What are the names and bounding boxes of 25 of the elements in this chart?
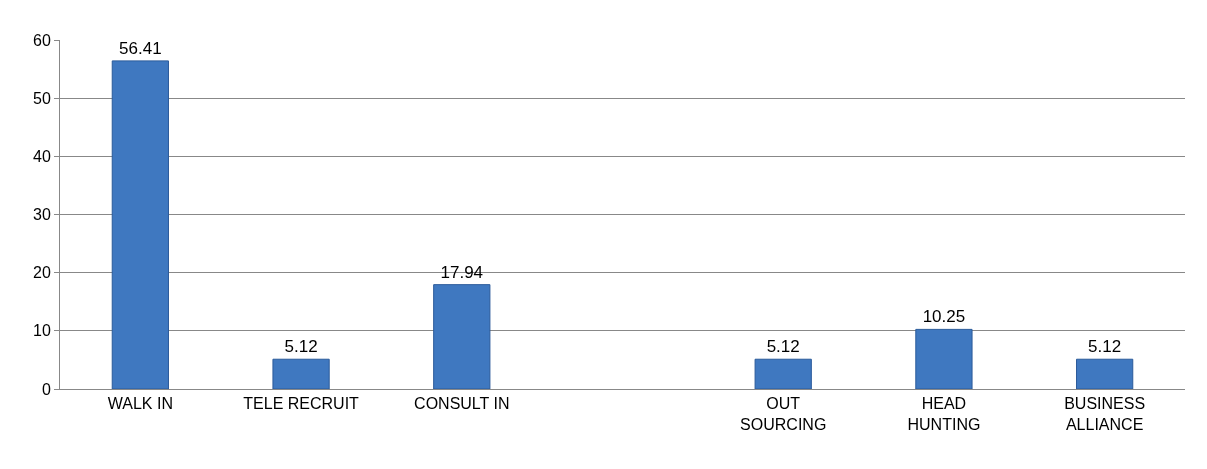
y-tick-label: 40 [33, 147, 51, 165]
bar [915, 328, 973, 389]
y-tick-label: 50 [33, 89, 51, 107]
x-tick-label: TELE RECRUIT [243, 395, 360, 413]
data-label: 10.25 [922, 307, 966, 327]
y-tick-label: 10 [33, 322, 51, 340]
x-tick-label: CONSULT IN [414, 395, 510, 413]
x-tick-label: HEAD HUNTING [907, 395, 981, 433]
x-tick-label: OUT SOURCING [740, 395, 827, 433]
bar [111, 60, 169, 389]
data-label: 56.41 [119, 38, 162, 58]
x-tick-label: WALK IN [107, 395, 173, 413]
y-tick-label: 60 [33, 31, 51, 49]
bar [272, 358, 330, 389]
data-label: 5.12 [766, 337, 800, 357]
y-tick-label: 0 [41, 380, 51, 398]
bar [754, 358, 812, 389]
bar [1076, 358, 1134, 389]
data-label: 5.12 [284, 337, 318, 357]
bar [433, 284, 491, 389]
y-tick-label: 30 [33, 206, 51, 224]
data-label: 5.12 [1088, 337, 1122, 357]
data-label: 17.94 [440, 262, 484, 282]
y-tick-label: 20 [33, 264, 51, 282]
x-tick-label: BUSINESS ALLIANCE [1064, 395, 1146, 433]
